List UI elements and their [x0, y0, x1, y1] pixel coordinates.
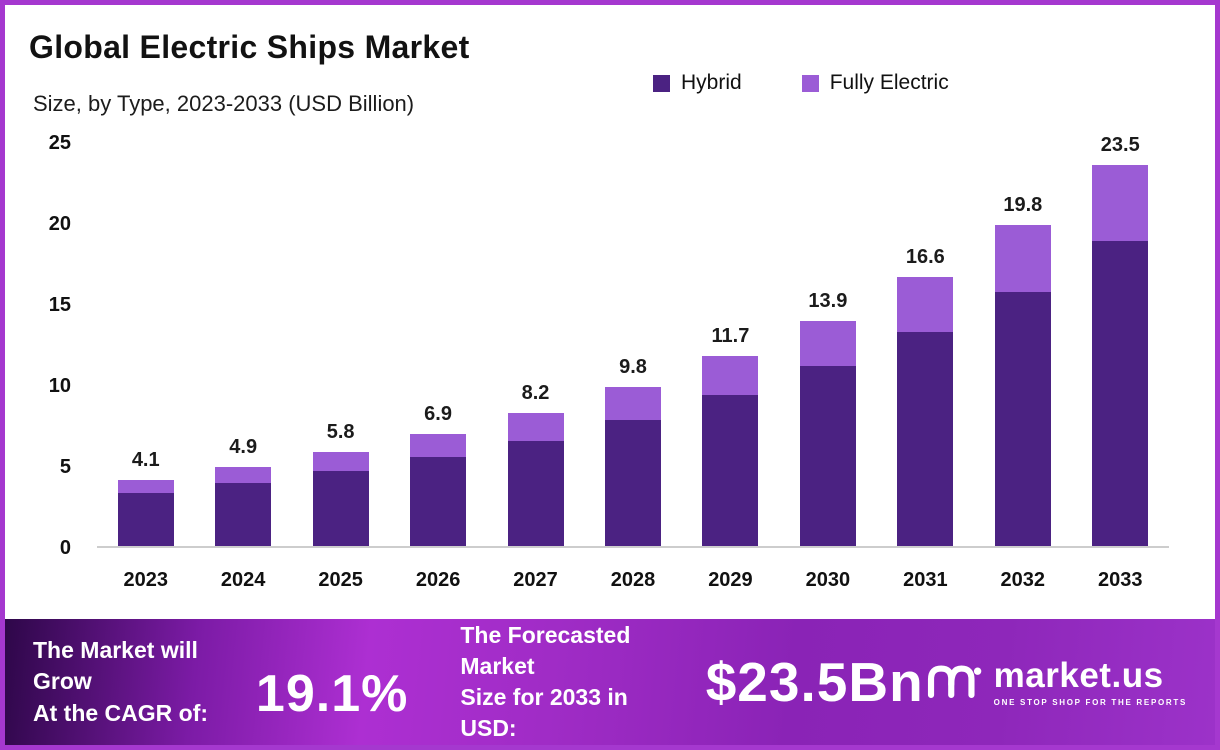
- bar-segment-hybrid: [702, 395, 759, 546]
- y-tick-label: 10: [48, 375, 71, 397]
- bar-column-2028: 9.8 2028: [604, 143, 661, 591]
- bar-segment-fully-electric: [799, 320, 856, 367]
- brand-tagline: ONE STOP SHOP FOR THE REPORTS: [993, 697, 1187, 707]
- forecast-value: $23.5Bn: [705, 651, 924, 713]
- legend: Hybrid Fully Electric: [653, 71, 949, 95]
- legend-label: Fully Electric: [829, 71, 949, 94]
- legend-square-icon: [653, 74, 670, 92]
- bar-segment-hybrid: [117, 492, 174, 546]
- x-axis-label: 2023: [123, 569, 168, 591]
- bar-segment-fully-electric: [1092, 165, 1149, 242]
- x-axis-label: 2026: [415, 569, 461, 591]
- bar-segment-fully-electric: [702, 356, 759, 396]
- plot-area: 4.1 2023 4.9 2024 5.8 2025 6.9 2026 8.2 2027 9.8 20…: [97, 134, 1169, 591]
- bar-segment-hybrid: [507, 440, 564, 546]
- bar-total-label: 4.9: [229, 435, 258, 458]
- bar-total-label: 8.2: [521, 382, 550, 405]
- bar-total-label: 13.9: [808, 289, 848, 312]
- y-tick-label: 5: [59, 456, 71, 478]
- legend-label: Hybrid: [681, 71, 742, 94]
- x-axis-label: 2029: [708, 569, 753, 591]
- bar-total-label: 19.8: [1003, 194, 1043, 217]
- brand-name: market.us: [993, 655, 1164, 695]
- bar-segment-fully-electric: [507, 413, 564, 441]
- bar-segment-hybrid: [897, 332, 954, 546]
- bar-segment-hybrid: [312, 471, 369, 546]
- bar-column-2030: 13.9 2030: [799, 143, 856, 591]
- y-tick-label: 20: [48, 213, 71, 235]
- forecast-label-line2: Size for 2033 in USD:: [460, 684, 628, 742]
- bar-segment-fully-electric: [117, 479, 174, 493]
- bar-segment-hybrid: [994, 291, 1051, 546]
- bar-column-2032: 19.8 2032: [994, 143, 1051, 591]
- bar-total-label: 11.7: [711, 325, 750, 348]
- brand-text: market.us ONE STOP SHOP FOR THE REPORTS: [994, 658, 1187, 707]
- legend-square-icon: [801, 74, 819, 92]
- bar-segment-fully-electric: [215, 466, 272, 483]
- bar-total-label: 5.8: [326, 421, 355, 444]
- bar-segment-hybrid: [215, 482, 272, 546]
- marketus-logo-icon: [924, 660, 982, 705]
- legend-item-hybrid: Hybrid: [653, 71, 742, 95]
- bar-segment-hybrid: [410, 456, 467, 546]
- bar-column-2024: 4.9 2024: [215, 143, 272, 591]
- bar-column-2031: 16.6 2031: [897, 143, 954, 591]
- footer-banner: The Market will Grow At the CAGR of: 19.…: [5, 619, 1215, 745]
- x-axis-label: 2028: [610, 569, 656, 591]
- cagr-label-line1: The Market will Grow: [33, 637, 198, 695]
- x-axis-label: 2033: [1098, 569, 1143, 591]
- forecast-label: The Forecasted Market Size for 2033 in U…: [460, 620, 685, 744]
- bar-total-label: 23.5: [1100, 134, 1140, 157]
- x-axis-label: 2027: [513, 569, 558, 591]
- y-tick-label: 25: [48, 132, 71, 154]
- bar-segment-fully-electric: [604, 387, 661, 420]
- bar-column-2029: 11.7 2029: [702, 143, 759, 591]
- x-axis-label: 2031: [903, 569, 948, 591]
- bar-segment-hybrid: [1092, 241, 1149, 546]
- bar-column-2023: 4.1 2023: [117, 143, 174, 591]
- bar-segment-fully-electric: [312, 452, 369, 472]
- y-tick-label: 15: [48, 294, 71, 316]
- bar-total-label: 6.9: [424, 403, 452, 426]
- y-tick-label: 0: [59, 537, 71, 559]
- chart-title: Global Electric Ships Market: [29, 29, 470, 65]
- bar-group: 4.1 2023 4.9 2024 5.8 2025 6.9 2026 8.2 2027 9.8 20…: [97, 134, 1169, 591]
- bar-total-label: 4.1: [131, 448, 160, 471]
- bar-column-2026: 6.9 2026: [410, 143, 467, 591]
- cagr-label: The Market will Grow At the CAGR of:: [33, 635, 240, 728]
- bar-segment-fully-electric: [410, 434, 467, 457]
- brand-lockup: market.us ONE STOP SHOP FOR THE REPORTS: [924, 658, 1187, 707]
- bar-segment-hybrid: [604, 419, 661, 546]
- bar-segment-fully-electric: [897, 277, 954, 333]
- x-axis-label: 2024: [220, 569, 266, 591]
- bar-segment-fully-electric: [994, 225, 1051, 292]
- bar-total-label: 16.6: [905, 246, 945, 269]
- x-axis-label: 2032: [1000, 569, 1046, 591]
- bar-segment-hybrid: [799, 366, 856, 546]
- bar-column-2027: 8.2 2027: [507, 143, 564, 591]
- bar-total-label: 9.8: [619, 356, 647, 379]
- legend-item-fully-electric: Fully Electric: [801, 71, 949, 95]
- chart-subtitle: Size, by Type, 2023-2033 (USD Billion): [33, 91, 415, 116]
- forecast-label-line1: The Forecasted Market: [460, 621, 631, 679]
- x-axis-label: 2025: [318, 569, 363, 591]
- bar-column-2025: 5.8 2025: [312, 143, 369, 591]
- chart-area: Global Electric Ships Market Size, by Ty…: [5, 5, 1215, 619]
- y-axis: 0 5 10 15 20 25: [5, 133, 87, 558]
- bar-column-2033: 23.5 2033: [1092, 134, 1149, 591]
- cagr-label-line2: At the CAGR of:: [33, 699, 209, 726]
- cagr-value: 19.1%: [255, 665, 409, 723]
- x-axis-label: 2030: [805, 569, 851, 591]
